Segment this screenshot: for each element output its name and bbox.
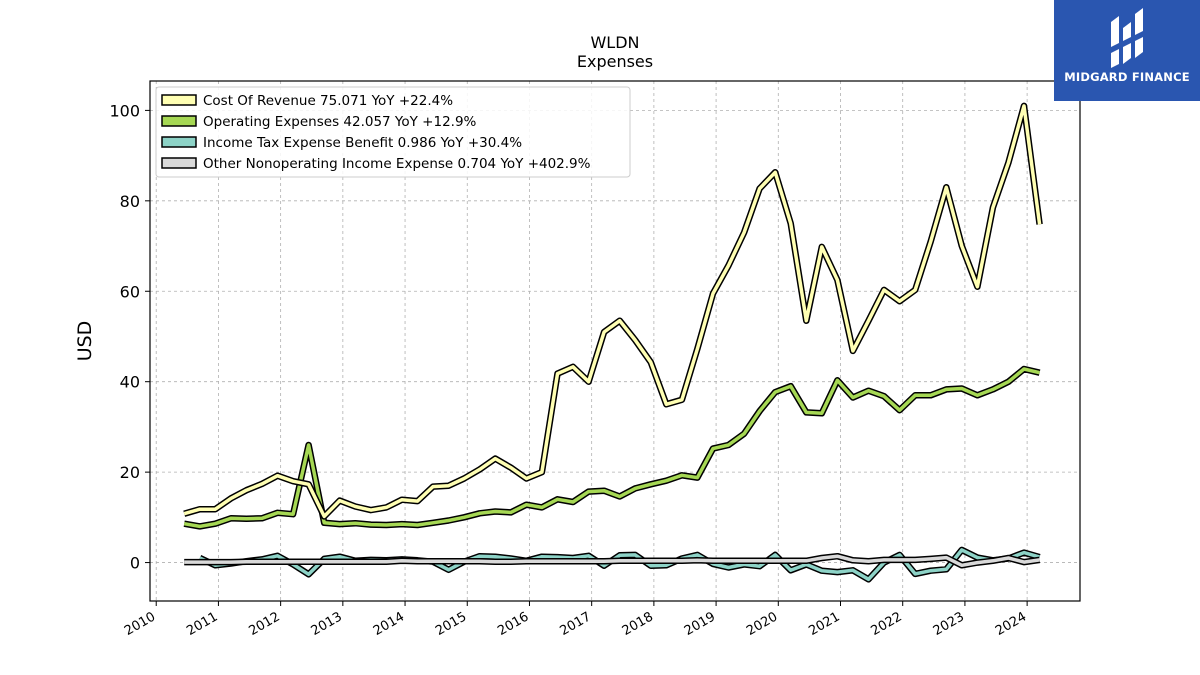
legend-swatch <box>161 157 197 169</box>
legend-swatch <box>161 136 197 148</box>
y-tick-label: 0 <box>130 554 140 573</box>
y-tick-label: 60 <box>120 282 140 301</box>
x-tick-label: 2023 <box>931 609 967 639</box>
x-axis: 2010 2011 2012 2013 2014 2015 2016 2017 2018 2019… <box>122 601 1029 639</box>
chart-title: WLDN <box>590 33 639 52</box>
series-line <box>183 104 1042 519</box>
x-tick-label: 2014 <box>371 609 407 639</box>
brand-logo: MIDGARD FINANCE <box>1054 0 1200 101</box>
legend-entry: Other Nonoperating Income Expense 0.704 … <box>203 156 591 172</box>
legend-box <box>155 86 631 178</box>
legend-swatch <box>161 115 197 127</box>
series-2 <box>198 546 1041 583</box>
series-line <box>199 548 1041 582</box>
x-tick-label: 2011 <box>184 609 220 639</box>
x-tick-label: 2016 <box>495 609 531 639</box>
legend: Cost Of Revenue 75.071 YoY +22.4% Operati… <box>155 86 631 178</box>
x-tick-label: 2012 <box>246 609 282 639</box>
y-axis-label: USD <box>74 321 96 362</box>
series-3 <box>184 552 1041 569</box>
midgard-logo-icon <box>1109 8 1145 68</box>
series-0 <box>183 102 1043 520</box>
x-tick-label: 2020 <box>744 609 780 639</box>
x-tick-label: 2013 <box>309 609 345 639</box>
y-axis: 0 20 40 60 80 100 <box>109 101 150 573</box>
x-tick-label: 2010 <box>122 609 158 639</box>
y-tick-label: 40 <box>120 373 140 392</box>
series-outline <box>183 365 1041 530</box>
plot-frame <box>149 80 1081 602</box>
series-line <box>184 554 1040 568</box>
x-tick-label: 2015 <box>433 609 469 639</box>
chart-subtitle: Expenses <box>577 52 653 71</box>
legend-swatch <box>161 94 197 106</box>
brand-name: MIDGARD FINANCE <box>1064 70 1190 84</box>
x-tick-label: 2021 <box>806 609 842 639</box>
legend-entry: Income Tax Expense Benefit 0.986 YoY +30… <box>203 135 522 151</box>
x-tick-label: 2018 <box>620 609 656 639</box>
legend-entry: Cost Of Revenue 75.071 YoY +22.4% <box>203 93 453 109</box>
y-tick-label: 80 <box>120 192 140 211</box>
x-tick-label: 2017 <box>558 609 594 639</box>
x-tick-label: 2024 <box>993 609 1029 639</box>
legend-entry: Operating Expenses 42.057 YoY +12.9% <box>203 114 477 130</box>
series-layer <box>183 102 1043 583</box>
y-tick-label: 100 <box>109 101 140 120</box>
x-tick-label: 2019 <box>682 609 718 639</box>
series-1 <box>183 365 1041 530</box>
x-tick-label: 2022 <box>869 609 905 639</box>
series-line <box>183 367 1041 529</box>
y-tick-label: 20 <box>120 463 140 482</box>
